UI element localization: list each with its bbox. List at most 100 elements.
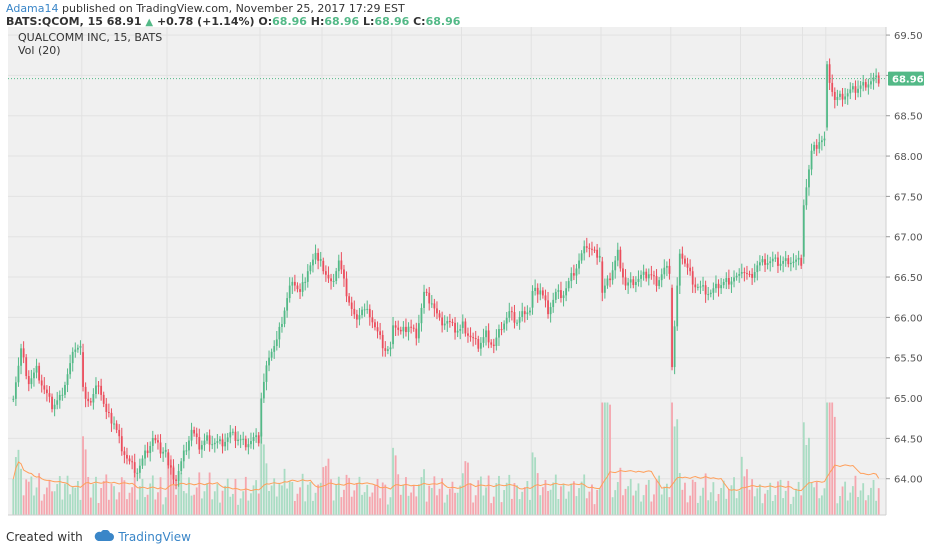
candle-body: [144, 450, 146, 459]
candle-body: [361, 309, 363, 316]
candle-body: [591, 248, 593, 250]
volume-bar: [361, 494, 363, 515]
candle-body: [650, 274, 653, 276]
candle-body: [317, 252, 320, 261]
volume-bar: [190, 495, 193, 515]
volume-bar: [428, 485, 431, 515]
candle-body: [45, 389, 48, 394]
candle-body: [247, 444, 250, 448]
candle-body: [226, 437, 229, 442]
volume-bar: [774, 495, 777, 515]
candle-body: [175, 479, 177, 481]
candle-body: [717, 283, 720, 289]
candle-body: [482, 337, 485, 343]
candle-body: [694, 284, 697, 288]
volume-bar: [660, 494, 663, 515]
candle-body: [787, 258, 790, 265]
volume-bar: [725, 498, 728, 515]
candle-body: [673, 326, 676, 368]
candle-body: [397, 327, 400, 330]
candle-body: [485, 330, 487, 338]
candle-body: [500, 329, 503, 331]
candle-body: [255, 435, 258, 438]
volume-bar: [797, 481, 800, 515]
candle-body: [82, 352, 84, 387]
volume-bar: [399, 494, 402, 515]
volume-bar: [48, 480, 51, 515]
candle-body: [459, 329, 462, 331]
volume-bar: [740, 456, 743, 515]
candle-body: [800, 257, 803, 266]
last-price: 68.91: [106, 15, 142, 28]
volume-bar: [299, 487, 301, 515]
volume-bar: [552, 482, 555, 515]
candle-body: [252, 437, 255, 442]
candle-body: [149, 445, 152, 454]
volume-bar: [851, 486, 854, 515]
close-label: C:: [413, 15, 426, 28]
candle-body: [286, 298, 289, 311]
candle-body: [565, 288, 568, 296]
volume-bar: [454, 492, 456, 515]
volume-bar: [715, 501, 717, 515]
volume-bar: [64, 483, 66, 515]
candle-body: [343, 269, 345, 279]
candle-body: [95, 385, 97, 395]
candle-body: [337, 260, 340, 272]
candle-body: [715, 283, 717, 289]
candle-body: [802, 205, 805, 257]
volume-bar: [583, 474, 586, 515]
candle-body: [92, 394, 95, 403]
volume-bar: [438, 488, 441, 515]
candle-body: [415, 328, 418, 339]
candle-body: [198, 437, 201, 450]
candle-body: [436, 308, 438, 314]
volume-bar: [226, 478, 229, 515]
candle-body: [611, 270, 614, 281]
volume-bar: [565, 498, 568, 515]
chart-container[interactable]: 69.5069.0068.5068.0067.5067.0066.5066.00…: [6, 27, 926, 535]
candle-body: [392, 325, 394, 345]
volume-bar: [758, 484, 761, 515]
candle-body: [306, 271, 309, 282]
candle-body: [281, 323, 283, 327]
volume-bar: [146, 494, 149, 515]
candle-body: [162, 451, 165, 454]
volume-bar: [180, 472, 183, 515]
volume-bar: [270, 485, 273, 515]
candle-body: [758, 262, 761, 266]
volume-bar: [826, 402, 828, 515]
candle-body: [402, 326, 405, 332]
candle-body: [557, 290, 560, 292]
candle-body: [523, 311, 526, 315]
volume-bar: [870, 487, 872, 515]
candle-body: [260, 398, 263, 437]
volume-bar: [867, 495, 870, 515]
candle-body: [857, 88, 859, 93]
tradingview-brand[interactable]: TradingView: [118, 530, 191, 544]
candle-body: [609, 278, 611, 281]
volume-bar: [733, 477, 735, 515]
volume-bar: [503, 490, 506, 515]
candle-body: [141, 458, 144, 466]
volume-bar: [386, 504, 389, 515]
candle-body: [828, 64, 831, 83]
candle-body: [177, 471, 180, 481]
candle-body: [469, 335, 472, 338]
candle-body: [813, 144, 816, 151]
candle-body: [753, 272, 756, 278]
volume-bar: [324, 465, 327, 515]
volume-bar: [436, 495, 438, 515]
volume-bar: [368, 496, 371, 515]
volume-bar: [572, 481, 575, 515]
volume-bar: [854, 475, 857, 515]
candle-body: [764, 259, 766, 265]
volume-bar: [237, 504, 239, 515]
publisher-link[interactable]: Adama14: [6, 2, 59, 15]
price-chart[interactable]: 69.5069.0068.5068.0067.5067.0066.5066.00…: [6, 27, 926, 535]
candle-body: [224, 441, 227, 447]
candle-body: [270, 351, 273, 358]
volume-bar: [696, 502, 699, 515]
volume-bar: [203, 491, 206, 515]
volume-bar: [764, 493, 766, 515]
